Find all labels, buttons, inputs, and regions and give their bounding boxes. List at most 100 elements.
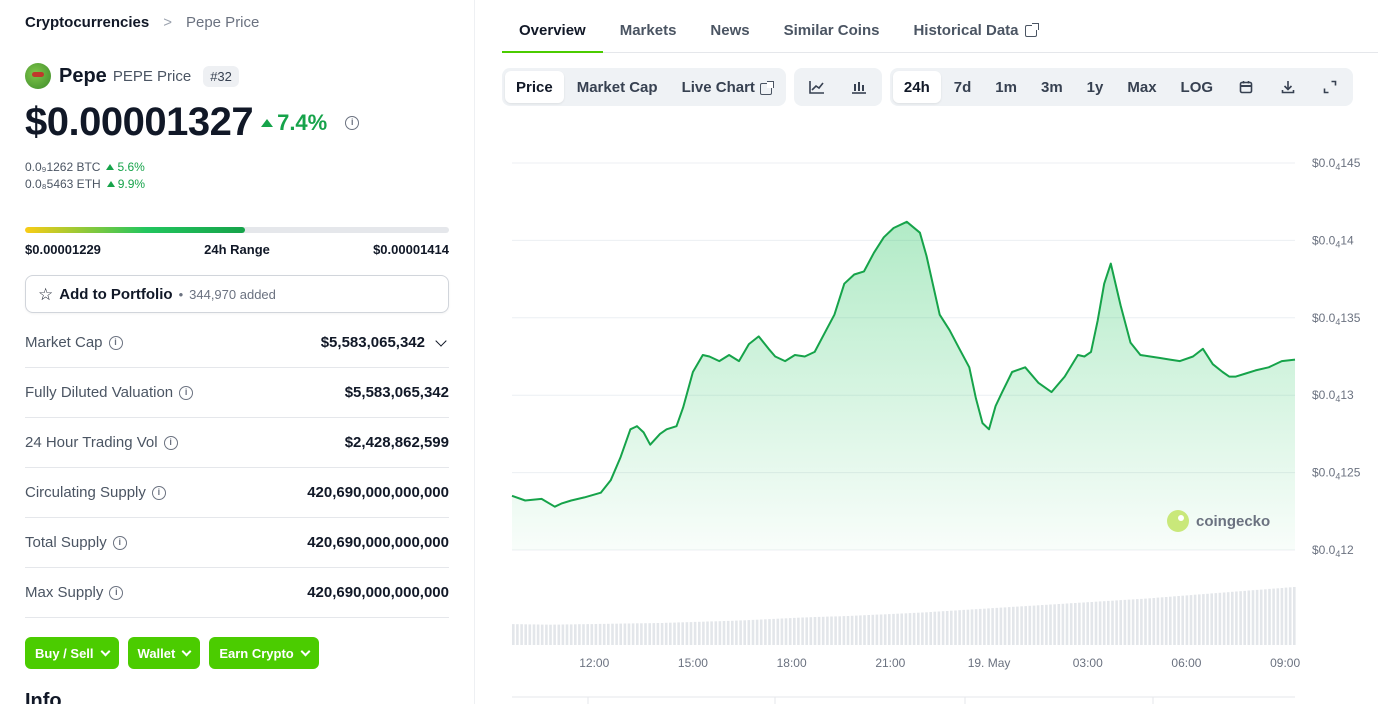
fullscreen-button[interactable] [1310,71,1350,103]
btc-conversion: 0.0₉1262 BTC 5.6% [25,160,145,174]
chevron-down-icon[interactable] [435,334,447,347]
volume-bar [681,622,684,645]
stat-value-text: 420,690,000,000,000 [307,534,449,551]
view-market-cap-button[interactable]: Market Cap [566,71,669,103]
range-max-button[interactable]: Max [1116,71,1167,103]
y-tick-label: $0.0413 [1312,388,1354,404]
range-7d-button[interactable]: 7d [943,71,983,103]
price-chart[interactable]: $0.04145 $0.0414 $0.04135 $0.0413 $0.04125 $0… [510,130,1390,704]
volume-bar [1272,588,1275,645]
volume-bar [1012,606,1015,645]
volume-bar [1053,604,1056,645]
volume-bar [1045,604,1048,645]
stat-label-text: Fully Diluted Valuation [25,384,174,401]
info-icon[interactable]: i [151,485,166,500]
volume-bar [1185,595,1189,645]
view-label: Price [516,78,553,96]
stat-row-total-supply: Total Supply i 420,690,000,000,000 [25,518,449,568]
stat-label: Total Supply i [25,534,127,551]
volume-bar [1098,601,1102,645]
x-tick-label: 15:00 [678,656,708,670]
price-chart-svg[interactable]: $0.04145 $0.0414 $0.04135 $0.0413 $0.04125 $0… [510,130,1390,704]
volume-bar [1024,606,1027,645]
chart-toolbar: Price Market Cap Live Chart 24h 7d 1m 3m… [502,68,1354,106]
tab-markets[interactable]: Markets [603,0,694,53]
volume-bar [838,616,841,645]
tab-news[interactable]: News [693,0,766,53]
buy-sell-button[interactable]: Buy / Sell [25,637,119,669]
volume-bar [1193,594,1197,645]
volume-bar [797,617,800,645]
volume-bar [702,621,705,645]
info-icon[interactable]: i [112,535,127,550]
stat-label: Max Supply i [25,584,124,601]
range-24h-button[interactable]: 24h [892,71,941,103]
stat-row-trading-volume: 24 Hour Trading Vol i $2,428,862,599 [25,418,449,468]
earn-crypto-label: Earn Crypto [219,645,294,661]
view-price-button[interactable]: Price [505,71,564,103]
info-icon[interactable]: i [163,435,178,450]
tab-similar-coins[interactable]: Similar Coins [767,0,897,53]
volume-bar [793,617,796,645]
volume-bar [941,611,945,645]
volume-bar [784,618,788,645]
portfolio-added-count: 344,970 added [189,286,276,302]
volume-bar [1144,598,1147,645]
earn-crypto-button[interactable]: Earn Crypto [209,637,319,669]
volume-bar [1268,588,1271,645]
volume-bar [598,623,602,645]
stat-row-market-cap[interactable]: Market Cap i $5,583,065,342 [25,318,449,368]
log-scale-button[interactable]: LOG [1170,71,1225,103]
volume-bar [726,620,730,645]
volume-bar [958,610,961,645]
volume-bar [545,624,548,645]
volume-bar [1280,588,1284,645]
line-chart-button[interactable] [797,71,837,103]
info-icon[interactable]: i [108,335,123,350]
external-link-icon [759,80,774,95]
add-to-portfolio-button[interactable]: ☆ Add to Portfolio • 344,970 added [25,275,449,313]
info-icon[interactable]: i [345,115,360,130]
range-1y-button[interactable]: 1y [1076,71,1115,103]
download-button[interactable] [1268,71,1308,103]
date-range-button[interactable] [1226,71,1266,103]
stat-value-text: $2,428,862,599 [344,434,449,451]
range-1m-button[interactable]: 1m [984,71,1028,103]
stat-label-text: Total Supply [25,534,107,551]
view-label: Live Chart [681,78,755,96]
volume-bar [1173,596,1176,645]
wallet-button[interactable]: Wallet [127,637,201,669]
volume-bar [619,623,622,645]
view-live-chart-button[interactable]: Live Chart [671,71,783,103]
volume-bar [945,611,949,645]
tab-historical-data[interactable]: Historical Data [896,0,1053,53]
volume-bar [706,621,709,645]
btc-change: 5.6% [106,160,145,174]
info-icon[interactable]: i [179,385,194,400]
volume-bar [1214,593,1218,645]
buy-sell-label: Buy / Sell [35,645,94,661]
range-label: 7d [953,78,972,96]
stat-label-text: Market Cap [25,334,103,351]
range-label: 24h [903,78,930,96]
info-icon[interactable]: i [109,585,124,600]
volume-bar [1140,598,1143,645]
tab-overview[interactable]: Overview [502,0,603,53]
volume-bar [883,614,887,645]
volume-bar [1206,593,1209,645]
volume-bar [574,624,577,645]
breadcrumb-cryptocurrencies-link[interactable]: Cryptocurrencies [25,14,150,31]
add-to-portfolio-label: Add to Portfolio [59,285,173,303]
pepe-logo-icon [25,63,51,89]
volume-bar [536,624,540,645]
volume-bar [512,624,515,645]
volume-bar [983,608,986,645]
volume-bar [908,613,912,645]
range-3m-button[interactable]: 3m [1030,71,1074,103]
volume-bar [1102,601,1106,645]
candlestick-chart-button[interactable] [839,71,879,103]
price-line [511,220,1296,508]
range-label: Max [1127,78,1157,96]
current-price: $0.00001327 [25,100,254,144]
volume-bar [747,620,751,645]
